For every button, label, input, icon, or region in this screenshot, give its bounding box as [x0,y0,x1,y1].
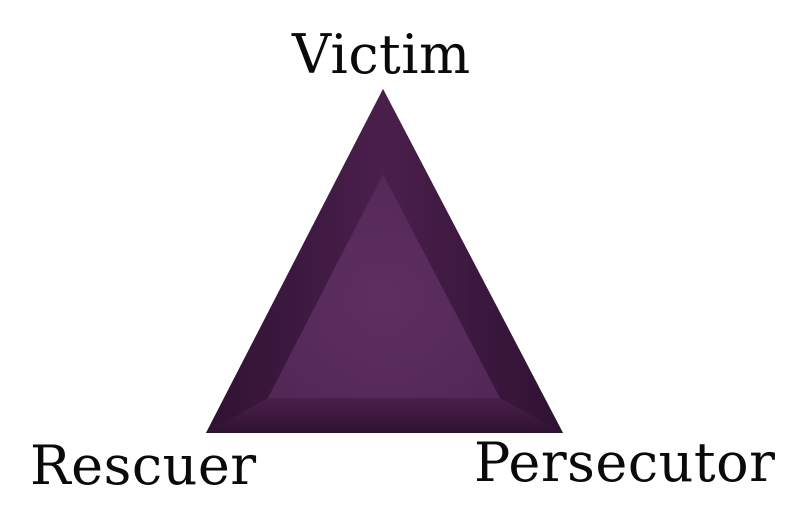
triangle-inner-face [268,174,500,398]
triangle-bevel-left [206,89,383,433]
persecutor-label: Persecutor [474,431,776,494]
rescuer-label: Rescuer [30,434,257,497]
victim-label: Victim [292,23,471,86]
triangle-bevel-bottom [206,398,563,433]
triangle-bevel-right [383,89,563,433]
